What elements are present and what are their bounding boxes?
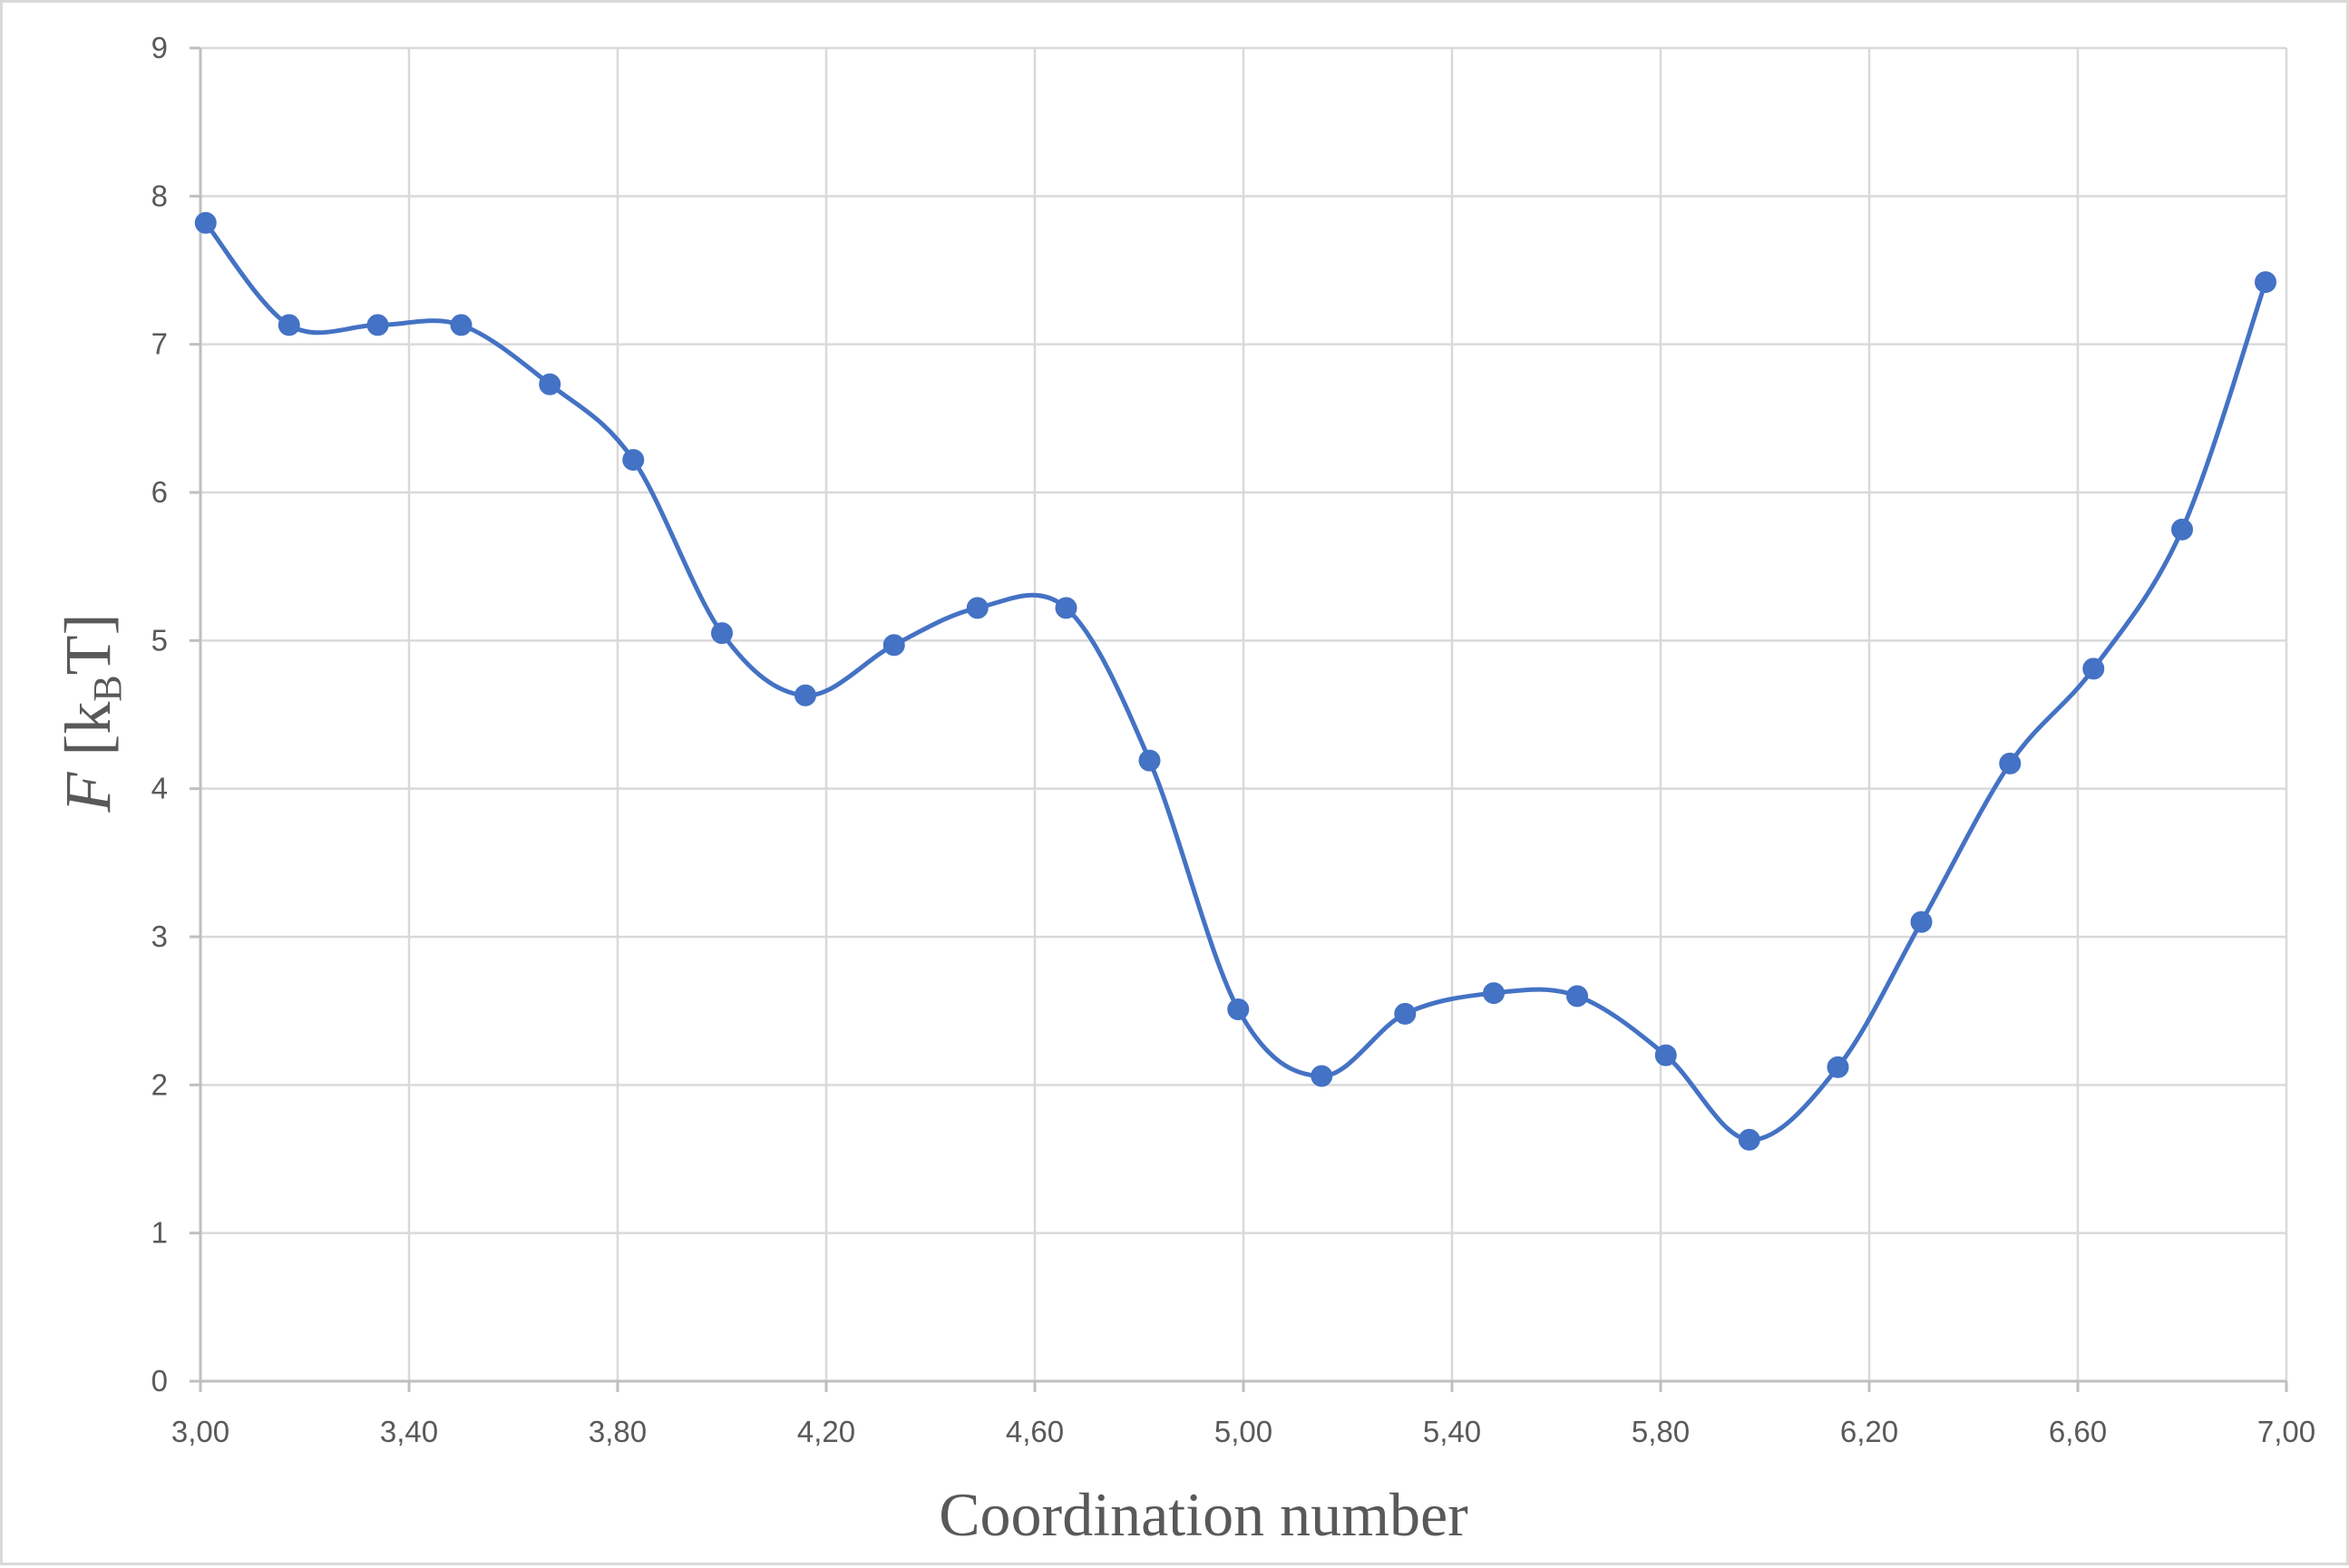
data-point bbox=[794, 684, 816, 706]
y-tick-label: 6 bbox=[151, 475, 168, 509]
y-tick-label: 3 bbox=[151, 920, 168, 953]
y-tick-label: 4 bbox=[151, 772, 168, 805]
data-point bbox=[882, 634, 905, 657]
axes bbox=[190, 46, 2288, 1392]
line-chart: 0 1 2 3 4 5 6 7 8 9 3,00 3,40 3,80 4,20 4,60 5,00 5,40 5… bbox=[52, 31, 2315, 1549]
data-point bbox=[450, 314, 473, 336]
x-tick-label: 6,20 bbox=[1840, 1415, 1898, 1448]
x-tick-label: 6,60 bbox=[2049, 1415, 2107, 1448]
y-axis-close-bracket: ] bbox=[52, 613, 124, 635]
x-tick-label: 5,80 bbox=[1632, 1415, 1690, 1448]
x-tick-label: 4,60 bbox=[1006, 1415, 1064, 1448]
data-point bbox=[622, 449, 645, 472]
data-point bbox=[366, 314, 389, 336]
data-point bbox=[2255, 271, 2276, 294]
y-tick-label: 8 bbox=[151, 179, 168, 212]
data-point bbox=[1827, 1056, 1849, 1078]
y-axis-variable: F bbox=[52, 772, 124, 813]
x-tick-label: 5,40 bbox=[1423, 1415, 1481, 1448]
y-axis-title: F [kBT] bbox=[52, 613, 130, 813]
y-tick-labels: 0 1 2 3 4 5 6 7 8 9 bbox=[151, 31, 168, 1398]
y-tick-label: 5 bbox=[151, 623, 168, 657]
data-point bbox=[1738, 1128, 1760, 1151]
data-point bbox=[194, 211, 217, 234]
x-tick-label: 7,00 bbox=[2257, 1415, 2315, 1448]
data-point bbox=[1138, 749, 1161, 772]
y-tick-label: 9 bbox=[151, 31, 168, 64]
y-tick-label: 0 bbox=[151, 1364, 168, 1398]
y-axis-unit-sub: B bbox=[85, 675, 130, 701]
data-point bbox=[1311, 1065, 1333, 1087]
x-tick-label: 3,00 bbox=[171, 1415, 229, 1448]
data-point bbox=[711, 622, 733, 645]
data-point bbox=[2082, 657, 2105, 680]
y-axis-open-bracket: [ bbox=[52, 735, 124, 756]
data-point bbox=[1055, 597, 1077, 619]
x-tick-label: 3,40 bbox=[380, 1415, 438, 1448]
data-point bbox=[966, 597, 989, 619]
data-point bbox=[1394, 1002, 1417, 1025]
gridlines bbox=[200, 46, 2288, 1381]
data-point bbox=[539, 373, 561, 395]
data-point bbox=[1910, 911, 1933, 933]
y-axis-unit-t: T bbox=[52, 635, 124, 675]
x-axis-title: Coordination number bbox=[939, 1480, 1468, 1549]
x-tick-label: 3,80 bbox=[589, 1415, 647, 1448]
data-point bbox=[1654, 1044, 1677, 1066]
y-axis-unit-k: k bbox=[52, 702, 124, 735]
data-point bbox=[1227, 998, 1250, 1021]
x-tick-labels: 3,00 3,40 3,80 4,20 4,60 5,00 5,40 5,80 6,20 6,60… bbox=[171, 1415, 2315, 1448]
data-point bbox=[2171, 518, 2193, 541]
y-tick-label: 1 bbox=[151, 1216, 168, 1250]
y-tick-label: 7 bbox=[151, 327, 168, 361]
data-point bbox=[1566, 985, 1588, 1008]
series bbox=[194, 211, 2276, 1151]
data-point bbox=[1999, 752, 2022, 774]
y-tick-label: 2 bbox=[151, 1067, 168, 1101]
x-tick-label: 4,20 bbox=[797, 1415, 855, 1448]
x-tick-label: 5,00 bbox=[1214, 1415, 1272, 1448]
data-point bbox=[278, 314, 300, 336]
data-point bbox=[1483, 982, 1505, 1005]
